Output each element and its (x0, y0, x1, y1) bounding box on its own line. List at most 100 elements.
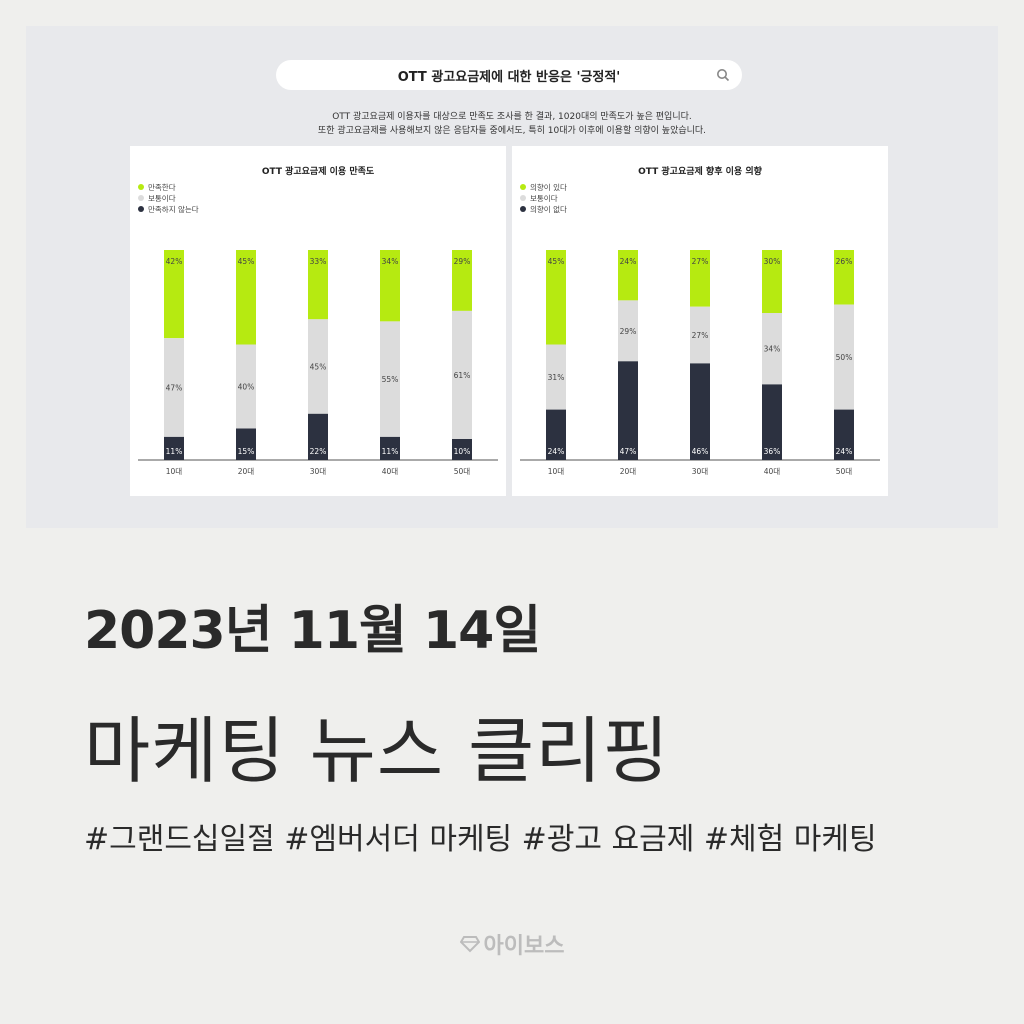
bar-segment (618, 300, 638, 362)
bar-segment (380, 250, 400, 322)
data-label: 24% (836, 447, 853, 456)
bar-segment (380, 321, 400, 437)
data-label: 11% (382, 447, 399, 456)
data-label: 47% (620, 447, 637, 456)
brand-name: 아이보스 (483, 934, 565, 959)
data-label: 15% (238, 447, 255, 456)
bar-segment (690, 363, 710, 460)
bar-segment (834, 304, 854, 410)
bar-segment (546, 250, 566, 345)
data-label: 33% (310, 257, 327, 266)
legend-marker-2 (138, 206, 144, 212)
description: OTT 광고요금제 이용자를 대상으로 만족도 조사를 한 결과, 1020대의… (26, 110, 998, 138)
legend-marker-1 (138, 195, 144, 201)
legend-label-0: 만족한다 (148, 183, 176, 192)
legend-marker-2 (520, 206, 526, 212)
data-label: 11% (166, 447, 183, 456)
data-label: 24% (620, 257, 637, 266)
bar-segment (308, 250, 328, 320)
bar-segment (308, 413, 328, 460)
bar-segment (546, 409, 566, 460)
data-label: 26% (836, 257, 853, 266)
data-label: 29% (454, 257, 471, 266)
legend-label-0: 의향이 있다 (530, 182, 567, 192)
search-icon[interactable] (716, 68, 730, 82)
bar-segment (308, 319, 328, 414)
bar-segment (690, 306, 710, 364)
description-line-2: 또한 광고요금제를 사용해보지 않은 응답자들 중에서도, 특히 10대가 이후… (317, 126, 707, 136)
data-label: 27% (692, 257, 709, 266)
data-label: 22% (310, 447, 327, 456)
search-title: OTT 광고요금제에 대한 반응은 '긍정적' (397, 69, 621, 85)
bar-segment (834, 250, 854, 305)
legend-label-1: 보통이다 (530, 193, 558, 203)
data-label: 50% (836, 353, 853, 362)
data-label: 10% (454, 447, 471, 456)
data-label: 36% (764, 447, 781, 456)
article-image-panel: OTT 광고요금제에 대한 반응은 '긍정적' OTT 광고요금제 이용자를 대… (26, 26, 998, 528)
headline: 마케팅 뉴스 클리핑 (84, 709, 670, 793)
search-bar[interactable]: OTT 광고요금제에 대한 반응은 '긍정적' (276, 60, 742, 90)
data-label: 40% (238, 383, 255, 392)
data-label: 30% (764, 257, 781, 266)
chart-title: OTT 광고요금제 향후 이용 의향 (638, 165, 762, 177)
data-label: 61% (454, 371, 471, 380)
legend-marker-0 (520, 184, 526, 190)
data-label: 27% (692, 331, 709, 340)
bar-segment (164, 338, 184, 437)
legend-label-2: 만족하지 않는다 (148, 204, 199, 214)
data-label: 45% (238, 257, 255, 266)
legend-marker-1 (520, 195, 526, 201)
legend-label-1: 보통이다 (148, 193, 176, 203)
data-label: 45% (310, 363, 327, 372)
data-label: 34% (382, 257, 399, 266)
post-date: 2023년 11월 14일 (84, 601, 541, 661)
bar-segment (236, 344, 256, 429)
bar-segment (236, 428, 256, 460)
data-label: 55% (382, 375, 399, 384)
bar-segment (452, 439, 472, 460)
x-tick-label: 30대 (692, 467, 709, 476)
data-label: 42% (166, 257, 183, 266)
data-label: 24% (548, 447, 565, 456)
bar-segment (236, 250, 256, 345)
brand-logo: 아이보스 (0, 928, 1024, 960)
legend-marker-0 (138, 184, 144, 190)
bar-segment (762, 250, 782, 313)
bar-segment (762, 313, 782, 385)
x-tick-label: 50대 (454, 467, 471, 476)
hashtags: #그랜드십일절 #엠버서더 마케팅 #광고 요금제 #체험 마케팅 (84, 822, 877, 857)
x-tick-label: 30대 (310, 467, 327, 476)
bar-segment (618, 250, 638, 301)
bar-segment (164, 436, 184, 460)
data-label: 34% (764, 345, 781, 354)
x-tick-label: 40대 (764, 467, 781, 476)
data-label: 46% (692, 447, 709, 456)
data-label: 31% (548, 373, 565, 382)
legend-label-2: 의향이 없다 (530, 204, 567, 214)
data-label: 47% (166, 384, 183, 393)
x-tick-label: 10대 (548, 467, 565, 476)
diamond-logo-icon (459, 936, 480, 953)
chart-title: OTT 광고요금제 이용 만족도 (262, 165, 375, 177)
x-tick-label: 20대 (238, 467, 255, 476)
bar-segment (452, 310, 472, 439)
data-label: 45% (548, 257, 565, 266)
bar-segment (546, 344, 566, 410)
bar-segment (762, 384, 782, 460)
description-line-1: OTT 광고요금제 이용자를 대상으로 만족도 조사를 한 결과, 1020대의… (332, 112, 692, 122)
bar-segment (690, 250, 710, 307)
bar-segment (380, 436, 400, 460)
data-label: 29% (620, 327, 637, 336)
x-tick-label: 20대 (620, 467, 637, 476)
bar-segment (452, 250, 472, 311)
x-tick-label: 40대 (382, 467, 399, 476)
x-tick-label: 10대 (166, 467, 183, 476)
bar-segment (618, 361, 638, 460)
x-tick-label: 50대 (836, 467, 853, 476)
bar-segment (164, 250, 184, 339)
